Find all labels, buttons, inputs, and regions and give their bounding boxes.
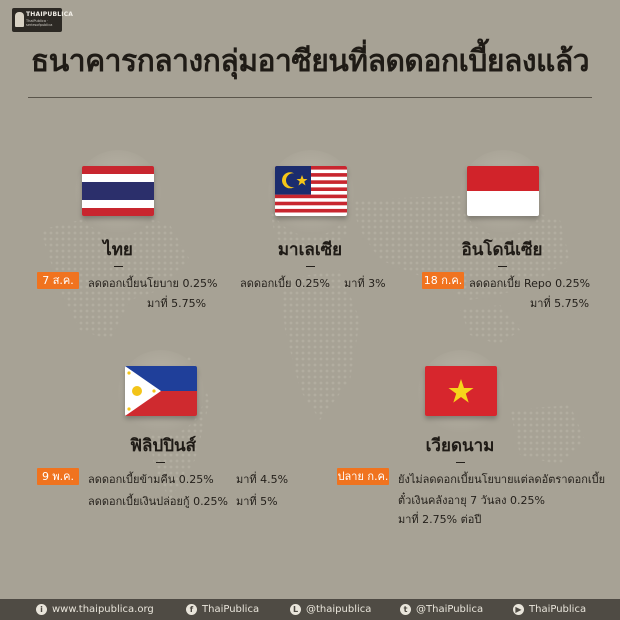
logo-tagline: ThaiPublica · seriesofpublica bbox=[26, 18, 53, 27]
footer-facebook-label: ThaiPublica bbox=[202, 604, 260, 615]
info-icon: i bbox=[36, 604, 47, 615]
footer-twitter[interactable]: t @ThaiPublica bbox=[400, 603, 500, 616]
indonesia-date-badge: 18 ก.ค. bbox=[422, 272, 464, 289]
indonesia-rate-cut: ลดดอกเบี้ย Repo 0.25% bbox=[469, 277, 591, 290]
malaysia-rate-cut: ลดดอกเบี้ย 0.25% bbox=[240, 277, 330, 290]
thailand-flag-container bbox=[75, 150, 161, 236]
thailand-divider bbox=[114, 266, 123, 267]
vietnam-flag-icon bbox=[425, 366, 497, 416]
indonesia-divider bbox=[498, 266, 507, 267]
logo-name: THAIPUBLICA bbox=[26, 11, 74, 18]
footer-website-label: www.thaipublica.org bbox=[52, 604, 154, 615]
footer-youtube[interactable]: ▶ ThaiPublica bbox=[513, 603, 608, 616]
malaysia-new-rate: มาที่ 3% bbox=[344, 277, 386, 290]
malaysia-divider bbox=[306, 266, 315, 267]
youtube-icon: ▶ bbox=[513, 604, 524, 615]
philippines-flag-icon bbox=[125, 366, 197, 416]
footer-youtube-label: ThaiPublica bbox=[529, 604, 587, 615]
malaysia-flag-container bbox=[268, 150, 354, 236]
footer-facebook[interactable]: f ThaiPublica bbox=[186, 603, 276, 616]
country-name-philippines: ฟิลิปปินส์ bbox=[129, 436, 197, 456]
philippines-flag-container bbox=[118, 350, 204, 436]
indonesia-flag-icon bbox=[467, 166, 539, 216]
thailand-date-badge: 7 ส.ค. bbox=[37, 272, 79, 289]
philippines-divider bbox=[156, 462, 165, 463]
thailand-new-rate: มาที่ 5.75% bbox=[147, 297, 207, 310]
thaipublica-logo: THAIPUBLICA ThaiPublica · seriesofpublic… bbox=[12, 8, 74, 32]
logo-mark-icon bbox=[15, 12, 24, 27]
country-name-vietnam: เวียดนาม bbox=[425, 436, 495, 456]
country-name-thailand: ไทย bbox=[103, 240, 133, 260]
page-title: ธนาคารกลางกลุ่มอาซียนที่ลดดอกเบี้ยลงแล้ว bbox=[30, 44, 590, 79]
facebook-icon: f bbox=[186, 604, 197, 615]
footer-line[interactable]: L @thaipublica bbox=[290, 603, 380, 616]
philippines-date-badge: 9 พ.ค. bbox=[37, 468, 79, 485]
thailand-flag-icon bbox=[82, 166, 154, 216]
malaysia-flag-icon bbox=[275, 166, 347, 216]
philippines-lending-cut: ลดดอกเบี้ยเงินปล่อยกู้ 0.25% bbox=[88, 495, 229, 508]
country-name-malaysia: มาเลเซีย bbox=[277, 240, 343, 260]
philippines-overnight-cut: ลดดอกเบี้ยข้ามคืน 0.25% bbox=[88, 473, 214, 486]
philippines-lending-rate: มาที่ 5% bbox=[236, 495, 278, 508]
footer-line-label: @thaipublica bbox=[306, 604, 372, 615]
country-name-indonesia: อินโดนีเซีย bbox=[461, 240, 543, 260]
footer-website[interactable]: i www.thaipublica.org bbox=[36, 603, 166, 616]
indonesia-flag-container bbox=[460, 150, 546, 236]
vietnam-policy-note: ยังไม่ลดดอกเบี้ยนโยบายแต่ลดอัตราดอกเบี้ย bbox=[398, 473, 606, 486]
vietnam-bill-cut: ตั๋วเงินคลังอายุ 7 วันลง 0.25% bbox=[398, 494, 545, 507]
footer-twitter-label: @ThaiPublica bbox=[416, 604, 484, 615]
twitter-icon: t bbox=[400, 604, 411, 615]
indonesia-new-rate: มาที่ 5.75% bbox=[530, 297, 590, 310]
thailand-rate-cut: ลดดอกเบี้ยนโยบาย 0.25% bbox=[88, 277, 218, 290]
vietnam-flag-container bbox=[418, 350, 504, 436]
title-divider bbox=[28, 97, 592, 98]
vietnam-new-rate: มาที่ 2.75% ต่อปี bbox=[398, 513, 482, 526]
line-icon: L bbox=[290, 604, 301, 615]
vietnam-date-badge: ปลาย ก.ค. bbox=[337, 468, 389, 485]
philippines-overnight-rate: มาที่ 4.5% bbox=[236, 473, 289, 486]
footer-bar: i www.thaipublica.org f ThaiPublica L @t… bbox=[0, 599, 620, 620]
vietnam-divider bbox=[456, 462, 465, 463]
